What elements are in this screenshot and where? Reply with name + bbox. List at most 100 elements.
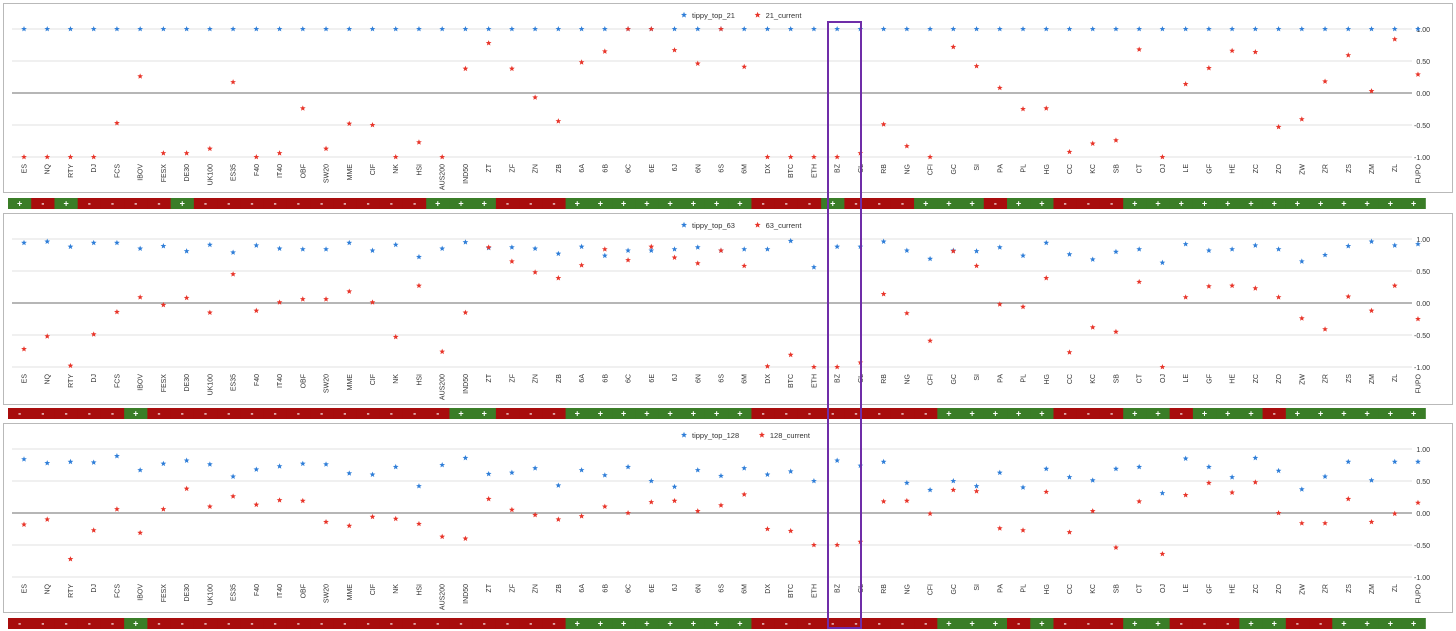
signal-cell [1099,618,1124,629]
signal-cell [240,408,265,419]
signal-cell [193,198,218,209]
signal-sign: + [1179,199,1184,209]
signal-sign: + [691,619,696,629]
data-point [1066,251,1073,257]
data-point [973,262,980,269]
data-point [834,243,841,250]
data-point [671,483,678,490]
signal-sign: - [158,409,161,419]
signal-cell [519,408,543,419]
data-point [21,154,27,160]
x-tick-label: GC [951,584,958,595]
signal-cell [147,198,172,209]
data-point [67,154,74,160]
signal-cell [1332,198,1357,209]
data-point [1020,484,1026,490]
x-tick-label: DJ [91,374,98,383]
data-point [578,26,585,32]
data-point [253,26,260,32]
x-tick-label: MME [347,374,354,391]
data-point [996,301,1003,307]
signal-sign: - [227,199,230,209]
data-point [694,26,701,32]
y-tick-label: 1.00 [1416,237,1430,244]
data-point [741,491,748,497]
data-point [648,499,655,505]
signal-cell [635,408,660,419]
signal-sign: - [343,199,346,209]
signal-sign: - [483,619,486,629]
signal-sign: - [18,619,21,629]
data-point [21,521,27,527]
data-point [1229,489,1235,495]
x-tick-label: CIF [370,584,377,595]
data-point [1043,488,1050,495]
x-tick-label: 6S [718,374,725,383]
x-tick-label: ETH [811,584,818,598]
signal-cell [681,198,706,209]
signal-sign: - [436,619,439,629]
signal-sign: - [320,199,323,209]
data-point [1206,65,1212,71]
data-point [671,246,678,252]
data-point [462,309,469,316]
signal-sign: - [878,409,881,419]
x-tick-label: CIF [370,374,377,385]
signal-cell [774,618,799,629]
data-point [439,348,446,355]
signal-sign: + [482,409,487,419]
data-point [1322,520,1328,526]
x-tick-label: SI [974,584,981,591]
signal-cell [472,408,497,419]
data-point [1043,275,1050,281]
x-tick-label: DX [765,374,772,384]
x-tick-label: DE30 [184,584,191,602]
x-tick-label: IND50 [463,164,470,184]
x-tick-label: ZM [1369,584,1376,594]
signal-sign: + [946,619,951,629]
signal-sign: - [274,199,277,209]
x-tick-label: F40 [254,374,261,386]
x-tick-label: DX [765,164,772,174]
signal-cell [542,198,567,209]
signal-cell [704,198,729,209]
data-point [90,154,97,160]
data-point [253,242,260,248]
data-point [601,252,608,259]
data-point [625,463,631,470]
x-tick-label: 6E [649,164,656,173]
data-point [1113,465,1119,472]
data-point [880,458,887,465]
data-point [1136,246,1143,252]
data-point [207,241,213,248]
data-point [532,94,538,100]
data-point [439,245,446,252]
signal-cell [1030,408,1055,419]
signal-cell [217,408,241,419]
signal-sign: + [644,199,649,209]
data-point [137,26,144,32]
signal-sign: - [343,619,346,629]
data-point [625,247,631,253]
data-point [44,516,51,522]
x-tick-label: 6N [695,374,702,383]
data-point [671,47,678,53]
x-tick-label: CIF [370,164,377,175]
data-point [1066,529,1073,535]
x-tick-label: RTY [68,584,75,598]
data-point [346,470,353,476]
x-tick-label: 6J [672,164,679,171]
signal-sign: - [65,619,68,629]
signal-cell [1378,198,1403,209]
x-tick-label: ES35 [231,584,238,601]
signal-sign: - [274,619,277,629]
data-point [1113,26,1119,32]
signal-cell [867,618,892,629]
x-tick-label: HSI [416,584,423,596]
signal-cell [8,408,32,419]
signal-sign: - [367,199,370,209]
signal-sign: - [320,619,323,629]
signal-cell [217,198,241,209]
data-point [1345,458,1352,465]
signal-sign: - [1087,409,1090,419]
